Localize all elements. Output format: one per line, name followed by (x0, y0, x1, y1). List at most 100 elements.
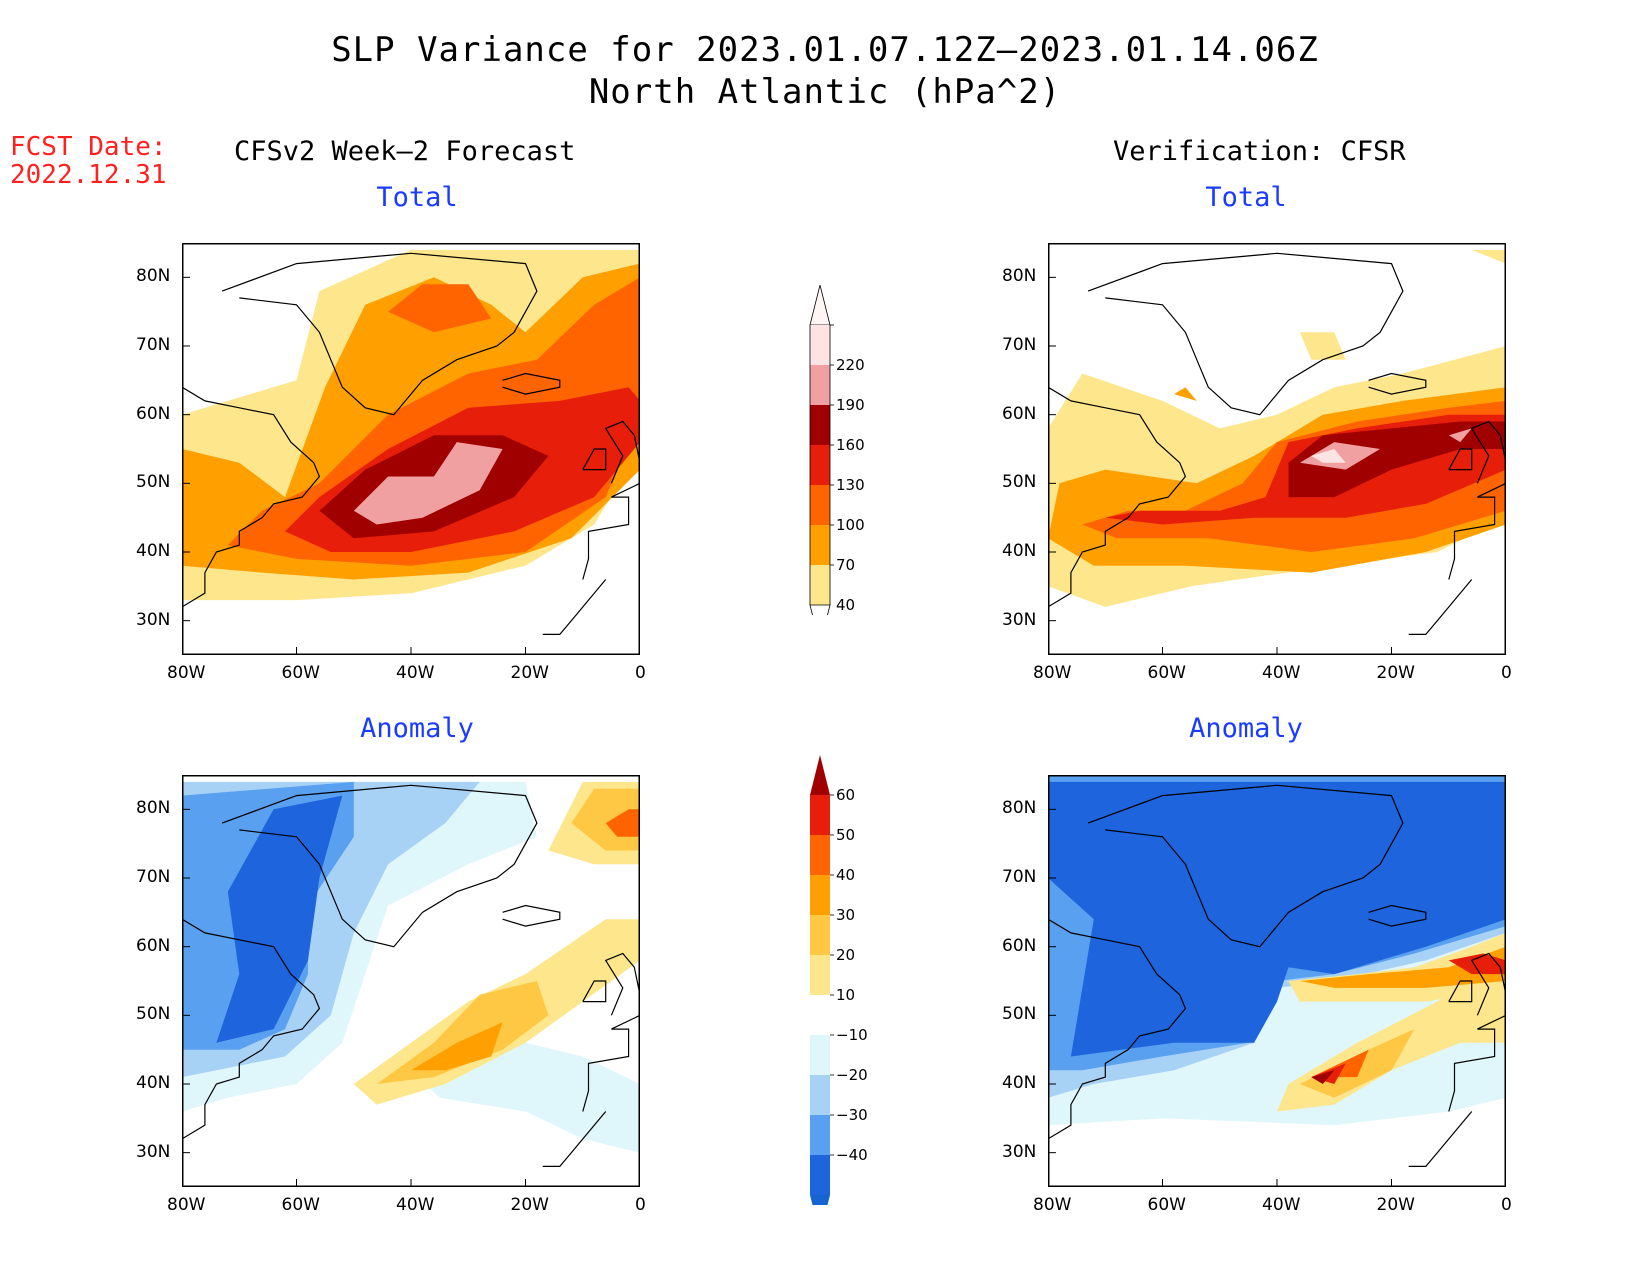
lat-tick-label: 40N (1002, 1073, 1037, 1093)
colorbar-swatch (810, 875, 830, 915)
colorbar-level-label: 60 (836, 786, 856, 804)
lon-tick-label: 80W (1033, 663, 1072, 683)
lat-tick-label: 50N (136, 1004, 171, 1025)
colorbar-top-arrow (809, 285, 831, 326)
contour-region (1174, 387, 1197, 401)
colorbar-level-label: 10 (836, 986, 856, 1004)
colorbar-top-arrow (810, 755, 830, 795)
colorbar-swatch (810, 1155, 830, 1195)
colorbar-swatch (810, 485, 830, 525)
contour-region (1448, 953, 1506, 975)
contour-region (1311, 449, 1346, 463)
lon-tick-label: 60W (1147, 663, 1186, 683)
colorbar-swatch (810, 525, 830, 565)
contour-region (411, 1022, 503, 1071)
colorbar-level-label: 40 (836, 596, 856, 614)
lat-tick-label: 30N (1002, 1141, 1037, 1162)
colorbar-level-label: 20 (836, 946, 856, 964)
coastline (221, 784, 538, 948)
panel-title-forecast-total: Total (376, 182, 458, 213)
colorbar-level-label: 130 (836, 476, 865, 494)
coastline (604, 420, 640, 484)
coastline (1087, 252, 1404, 416)
lat-tick-label: 70N (136, 867, 171, 887)
contour-region (1471, 249, 1506, 264)
colorbar-bottom-arrow (809, 604, 831, 615)
coastline (1048, 918, 1187, 1140)
colorbar-swatch (810, 955, 830, 995)
colorbar-anomaly (810, 755, 834, 1205)
coastline (604, 952, 640, 1016)
coastline (1448, 980, 1473, 1003)
coastline (221, 252, 538, 416)
coastline (1087, 784, 1404, 948)
lon-tick-label: 0 (635, 663, 646, 683)
lat-tick-label: 50N (136, 472, 171, 493)
forecast-date-value: 2022.12.31 (10, 160, 167, 190)
lon-tick-label: 40W (396, 1195, 435, 1215)
coastline (1470, 952, 1506, 1016)
map-forecast-anomaly (182, 775, 640, 1187)
colorbar-level-label: 160 (836, 436, 865, 454)
colorbar-level-label: −30 (836, 1106, 868, 1124)
colorbar-level-label: 40 (836, 866, 856, 884)
lat-tick-label: 30N (1002, 609, 1037, 630)
coastline (502, 904, 561, 927)
lat-tick-label: 80N (1002, 266, 1037, 287)
coastline (542, 1111, 607, 1167)
contour-region (605, 809, 640, 837)
lat-tick-label: 70N (136, 335, 171, 355)
lon-tick-label: 60W (1147, 1195, 1186, 1215)
colorbar-swatch (810, 1075, 830, 1115)
coastline (1368, 372, 1427, 395)
lon-tick-label: 0 (635, 1195, 646, 1215)
colorbar-bottom-arrow (810, 1195, 830, 1205)
contour-region (1048, 781, 1506, 1057)
coastline (1408, 579, 1473, 635)
coastline (502, 372, 561, 395)
lon-tick-label: 20W (510, 663, 549, 683)
coastline (182, 386, 321, 608)
coastline (1048, 386, 1187, 608)
lon-tick-label: 20W (510, 1195, 549, 1215)
lon-tick-label: 40W (1262, 663, 1301, 683)
contour-region (216, 795, 343, 1043)
lat-tick-label: 40N (136, 541, 171, 561)
coastline (1448, 448, 1473, 471)
lon-tick-label: 40W (396, 663, 435, 683)
contour-region (1288, 421, 1506, 498)
lat-tick-label: 40N (1002, 541, 1037, 561)
lon-tick-label: 80W (167, 663, 206, 683)
lon-tick-label: 80W (167, 1195, 206, 1215)
panel-title-verification-total: Total (1205, 182, 1287, 213)
coastline (582, 482, 640, 580)
lat-tick-label: 80N (1002, 798, 1037, 819)
colorbar-level-label: −40 (836, 1146, 868, 1164)
lon-tick-label: 60W (281, 1195, 320, 1215)
panel-title-verification-anomaly: Anomaly (1189, 713, 1303, 744)
colorbar-swatch (810, 445, 830, 485)
lat-tick-label: 60N (1002, 403, 1037, 424)
coastline (1470, 420, 1506, 484)
lat-tick-label: 50N (1002, 1004, 1037, 1025)
coastline (1448, 482, 1506, 580)
colorbar-level-label: 220 (836, 356, 865, 374)
map-verification-anomaly (1048, 775, 1506, 1187)
colorbar-swatch (810, 325, 830, 365)
colorbar-swatch (810, 835, 830, 875)
colorbar-level-label: 190 (836, 396, 865, 414)
lon-tick-label: 0 (1501, 663, 1512, 683)
column-title-forecast: CFSv2 Week–2 Forecast (234, 136, 576, 167)
colorbar-swatch (810, 405, 830, 445)
coastline (182, 918, 321, 1140)
colorbar-total (809, 285, 834, 615)
contour-region (1299, 332, 1346, 360)
lon-tick-label: 20W (1376, 663, 1415, 683)
lat-tick-label: 60N (136, 935, 171, 956)
coastline (582, 1014, 640, 1112)
contour-region (353, 442, 503, 525)
colorbar-level-label: −20 (836, 1066, 868, 1084)
colorbar-swatch (810, 915, 830, 955)
lon-tick-label: 40W (1262, 1195, 1301, 1215)
map-forecast-total (182, 243, 640, 655)
